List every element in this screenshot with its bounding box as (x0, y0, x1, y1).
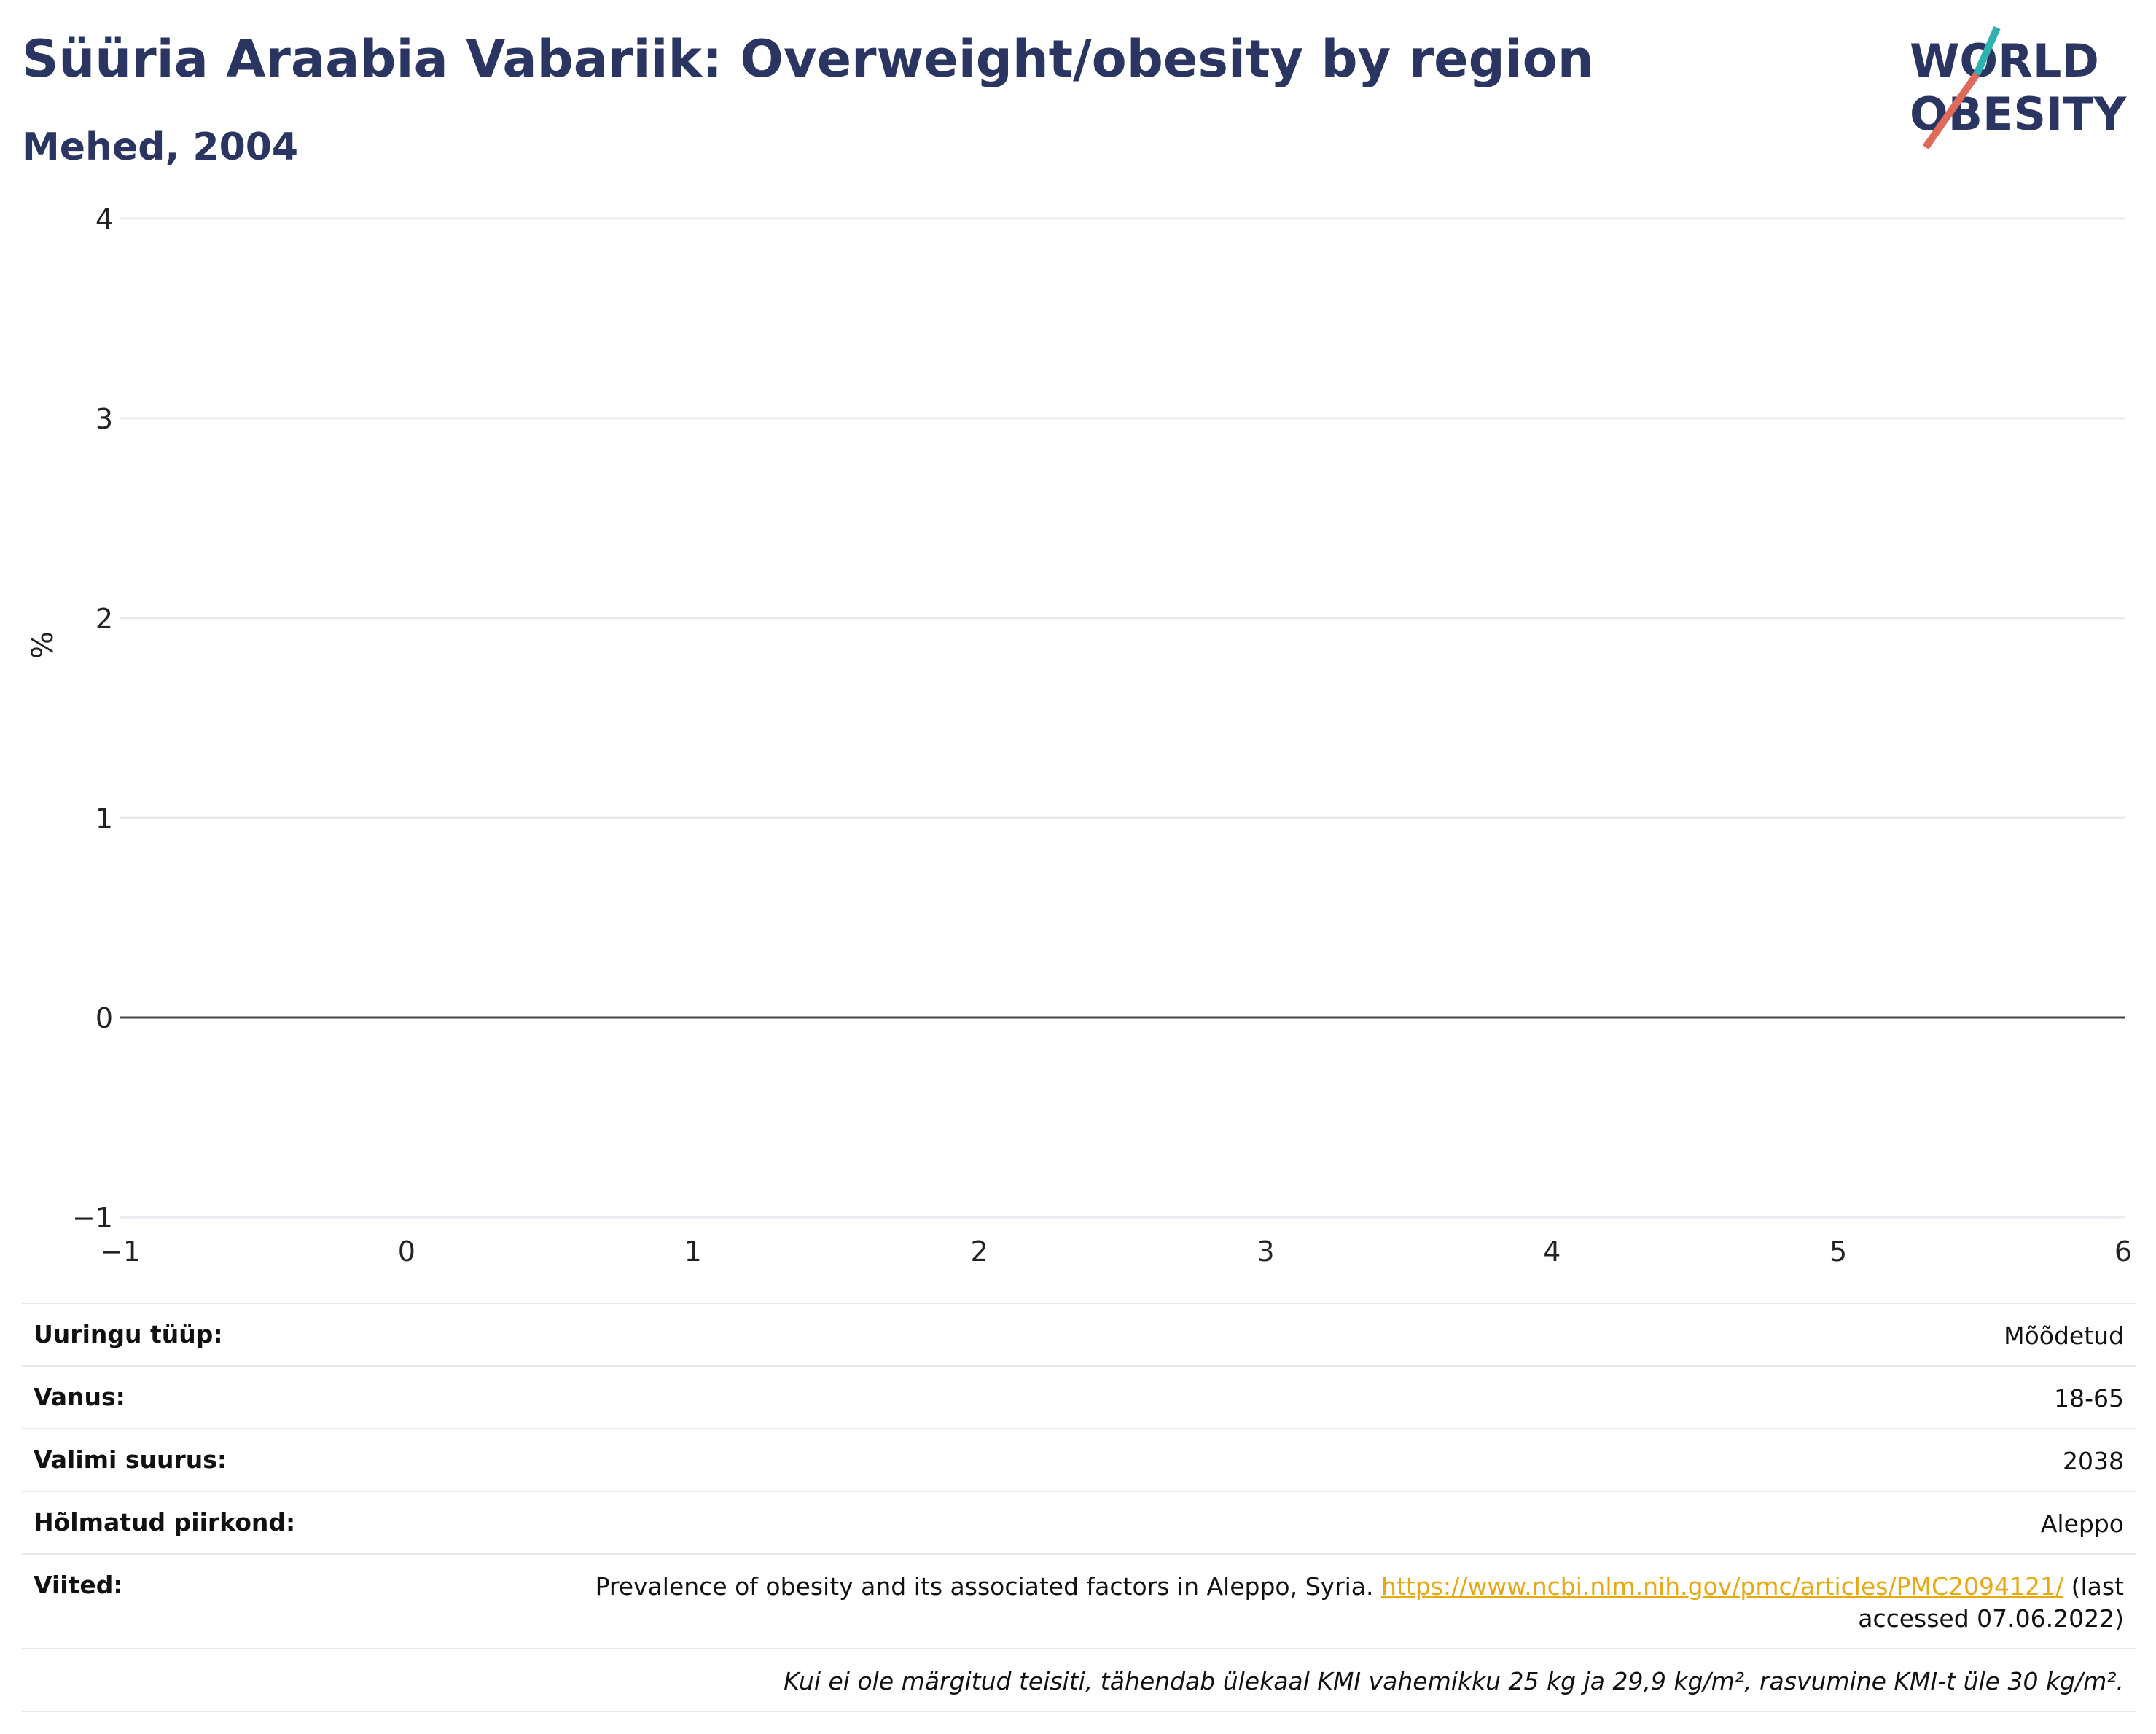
info-key: Uuringu tüüp: (22, 1303, 410, 1366)
definition-note: Kui ei ole märgitud teisiti, tähendab ül… (22, 1648, 2136, 1712)
world-obesity-logo: WORLD OBESITY (1910, 26, 2127, 149)
reference-key: Viited: (22, 1553, 410, 1649)
info-row: Uuringu tüüp: Mõõdetud (22, 1303, 2136, 1366)
reference-accessed: accessed 07.06.2022) (1858, 1604, 2124, 1633)
chart-subtitle: Mehed, 2004 (22, 125, 299, 169)
x-tick-label: 0 (398, 1235, 415, 1268)
x-tick-label: 3 (1257, 1235, 1274, 1268)
info-row: Valimi suurus: 2038 (22, 1428, 2136, 1491)
logo-teal-slash (1973, 26, 2001, 77)
x-tick-label: 2 (970, 1235, 988, 1268)
reference-link[interactable]: https://www.ncbi.nlm.nih.gov/pmc/article… (1381, 1572, 2064, 1601)
reference-suffix: (last (2071, 1572, 2124, 1601)
info-key: Hõlmatud piirkond: (22, 1491, 410, 1554)
info-value: 18-65 (410, 1365, 2136, 1429)
note-row: Kui ei ole märgitud teisiti, tähendab ül… (22, 1648, 2136, 1712)
y-tick-label: −1 (72, 1202, 113, 1234)
chart-title: Süüria Araabia Vabariik: Overweight/obes… (22, 29, 1594, 89)
info-key: Valimi suurus: (22, 1428, 410, 1491)
x-tick-label: −1 (100, 1235, 141, 1268)
info-value: 2038 (410, 1428, 2136, 1491)
chart-svg: −1 0 1 2 3 4 −1 0 1 2 3 4 5 6% (26, 203, 2132, 1268)
y-tick-label: 1 (95, 802, 113, 835)
y-tick-label: 2 (95, 603, 113, 635)
x-tick-label: 1 (684, 1235, 702, 1268)
info-key: Vanus: (22, 1365, 410, 1429)
y-axis-label: % (26, 631, 60, 659)
y-tick-label: 3 (95, 403, 113, 435)
reference-row: Viited: Prevalence of obesity and its as… (22, 1553, 2136, 1649)
info-value: Mõõdetud (410, 1303, 2136, 1366)
y-tick-label: 4 (95, 203, 113, 235)
logo-coral-slash (1922, 72, 1980, 149)
info-value: Aleppo (410, 1491, 2136, 1554)
x-tick-label: 4 (1543, 1235, 1561, 1268)
reference-value: Prevalence of obesity and its associated… (410, 1553, 2136, 1649)
y-tick-label: 0 (95, 1002, 113, 1034)
info-table: Uuringu tüüp: Mõõdetud Vanus: 18-65 Vali… (22, 1303, 2136, 1712)
x-tick-label: 5 (1829, 1235, 1847, 1268)
info-row: Vanus: 18-65 (22, 1365, 2136, 1429)
x-tick-label: 6 (2114, 1235, 2132, 1268)
info-row: Hõlmatud piirkond: Aleppo (22, 1491, 2136, 1554)
logo-line1: WORLD (1910, 34, 2099, 87)
reference-text: Prevalence of obesity and its associated… (595, 1572, 1374, 1601)
